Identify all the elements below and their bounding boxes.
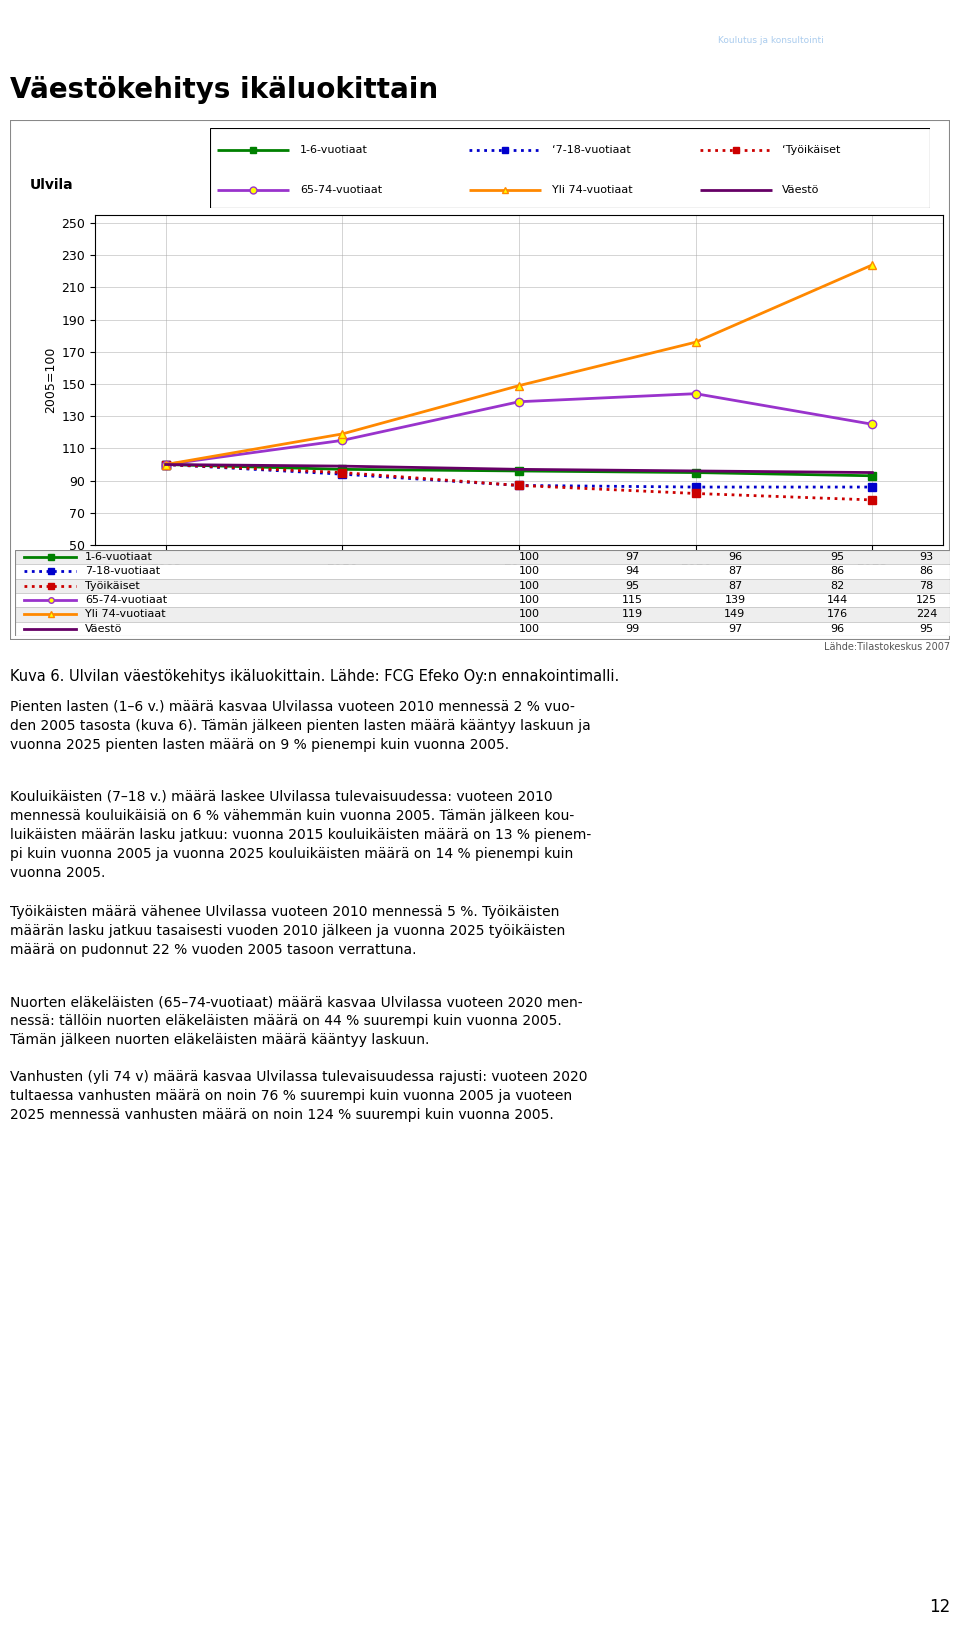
Text: Vanhusten (yli 74 v) määrä kasvaa Ulvilassa tulevaisuudessa rajusti: vuoteen 202: Vanhusten (yli 74 v) määrä kasvaa Ulvila…: [10, 1069, 588, 1121]
Text: 1-6-vuotiaat: 1-6-vuotiaat: [85, 552, 153, 562]
Bar: [15, 578, 950, 593]
Text: ‘Työikäiset: ‘Työikäiset: [782, 145, 841, 156]
Text: 100: 100: [518, 609, 540, 619]
Text: Lähde:Tilastokeskus 2007: Lähde:Tilastokeskus 2007: [824, 642, 950, 652]
Text: Työikäisten määrä vähenee Ulvilassa vuoteen 2010 mennessä 5 %. Työikäisten
määrä: Työikäisten määrä vähenee Ulvilassa vuot…: [10, 905, 565, 957]
Bar: [15, 564, 950, 578]
Text: 12: 12: [928, 1599, 950, 1617]
Bar: [15, 549, 950, 564]
Text: 100: 100: [518, 624, 540, 634]
Text: FCG: FCG: [654, 24, 688, 41]
Text: 149: 149: [725, 609, 746, 619]
Text: 95: 95: [830, 552, 845, 562]
Text: 97: 97: [625, 552, 639, 562]
Text: 224: 224: [916, 609, 937, 619]
Text: Nuorten eläkeläisten (65–74-vuotiaat) määrä kasvaa Ulvilassa vuoteen 2020 men-
n: Nuorten eläkeläisten (65–74-vuotiaat) mä…: [10, 994, 583, 1046]
Text: 115: 115: [622, 595, 642, 604]
Text: Kuva 6. Ulvilan väestökehitys ikäluokittain. Lähde: FCG Efeko Oy:n ennakointimal: Kuva 6. Ulvilan väestökehitys ikäluokitt…: [10, 668, 619, 684]
Text: Yli 74-vuotiaat: Yli 74-vuotiaat: [85, 609, 166, 619]
Text: Kouluikäisten (7–18 v.) määrä laskee Ulvilassa tulevaisuudessa: vuoteen 2010
men: Kouluikäisten (7–18 v.) määrä laskee Ulv…: [10, 790, 591, 879]
Text: Yli 74-vuotiaat: Yli 74-vuotiaat: [552, 185, 633, 195]
Text: 65-74-vuotiaat: 65-74-vuotiaat: [85, 595, 167, 604]
Text: 1-6-vuotiaat: 1-6-vuotiaat: [300, 145, 368, 156]
Text: 65-74-vuotiaat: 65-74-vuotiaat: [300, 185, 382, 195]
Text: Väestö: Väestö: [782, 185, 820, 195]
Text: 176: 176: [828, 609, 849, 619]
Text: 125: 125: [916, 595, 937, 604]
Text: 7-18-vuotiaat: 7-18-vuotiaat: [85, 567, 160, 577]
Text: 139: 139: [725, 595, 746, 604]
Text: ‘7-18-vuotiaat: ‘7-18-vuotiaat: [552, 145, 631, 156]
Text: Ulvila: Ulvila: [30, 179, 74, 192]
Text: 97: 97: [728, 624, 742, 634]
Text: 95: 95: [625, 580, 639, 592]
Text: 100: 100: [518, 595, 540, 604]
Text: 100: 100: [518, 552, 540, 562]
Text: 87: 87: [728, 580, 742, 592]
Text: 100: 100: [518, 567, 540, 577]
Text: 95: 95: [920, 624, 934, 634]
Text: 99: 99: [625, 624, 639, 634]
Text: 144: 144: [828, 595, 849, 604]
Text: Väestö: Väestö: [85, 624, 123, 634]
Bar: [15, 593, 950, 608]
Text: 86: 86: [830, 567, 845, 577]
Text: 96: 96: [728, 552, 742, 562]
Text: Pienten lasten (1–6 v.) määrä kasvaa Ulvilassa vuoteen 2010 mennessä 2 % vuo-
de: Pienten lasten (1–6 v.) määrä kasvaa Ulv…: [10, 700, 590, 752]
Bar: [15, 622, 950, 635]
Text: 82: 82: [830, 580, 845, 592]
Text: 100: 100: [518, 580, 540, 592]
Text: 93: 93: [920, 552, 934, 562]
Text: Finnish Consulting Group: Finnish Consulting Group: [717, 20, 840, 29]
Text: 78: 78: [920, 580, 934, 592]
Text: 87: 87: [728, 567, 742, 577]
Text: 86: 86: [920, 567, 934, 577]
Text: 96: 96: [830, 624, 845, 634]
Y-axis label: 2005=100: 2005=100: [44, 346, 58, 413]
Text: Työikäiset: Työikäiset: [85, 580, 140, 592]
Text: Koulutus ja konsultointi: Koulutus ja konsultointi: [717, 36, 824, 46]
Bar: [15, 608, 950, 622]
Text: 94: 94: [625, 567, 639, 577]
Text: 119: 119: [621, 609, 642, 619]
Text: Väestökehitys ikäluokittain: Väestökehitys ikäluokittain: [10, 76, 438, 104]
